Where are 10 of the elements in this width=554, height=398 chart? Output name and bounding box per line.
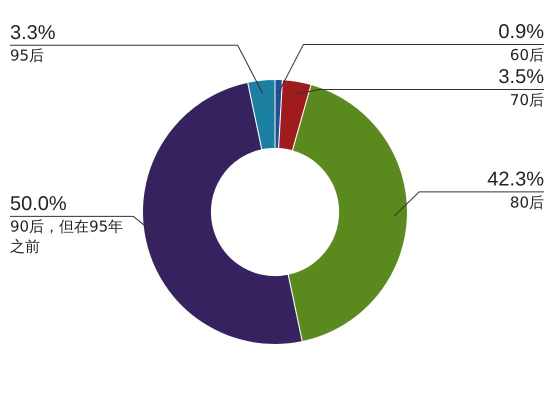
- data-label: 42.3%: [487, 168, 544, 190]
- slice-label: 80后: [510, 193, 544, 212]
- slice-label: 60后: [510, 46, 544, 64]
- data-label: 3.5%: [498, 66, 544, 88]
- slice-label: 70后: [510, 90, 544, 109]
- slice-label: 90后，但在95年之前: [10, 218, 124, 256]
- data-label: 50.0%: [10, 192, 67, 215]
- data-label: 0.9%: [498, 21, 544, 44]
- slice-label: 95后: [10, 46, 44, 65]
- data-label: 3.3%: [10, 22, 56, 44]
